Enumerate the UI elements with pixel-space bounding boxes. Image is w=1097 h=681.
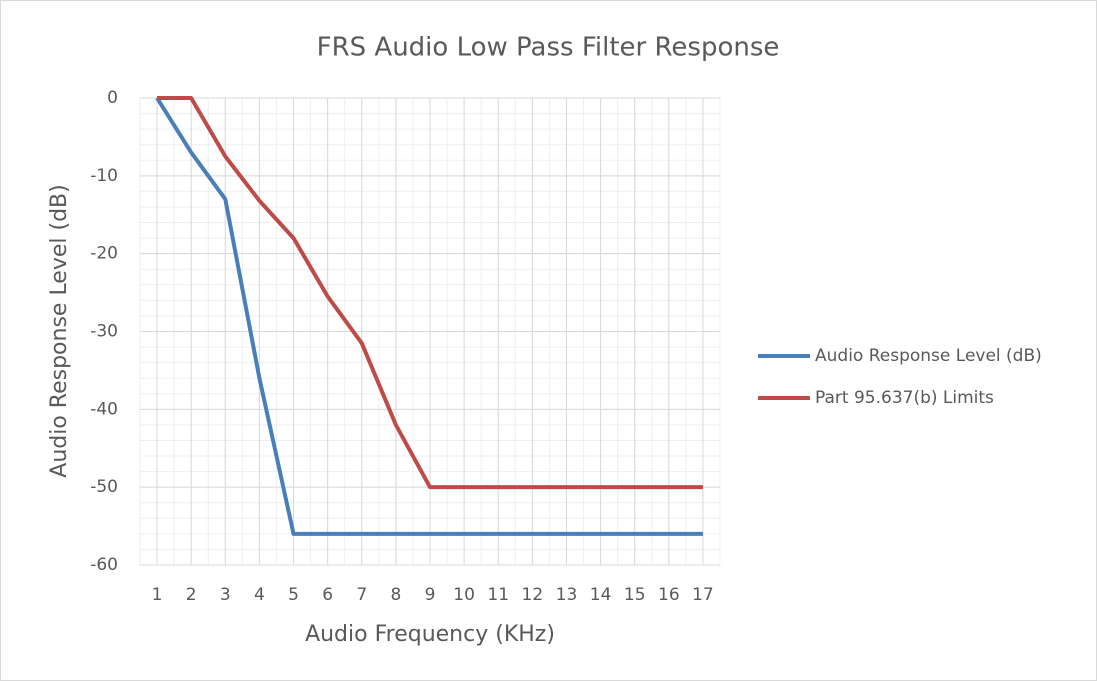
y-tick-label: -60: [90, 555, 118, 575]
y-tick-label: -50: [90, 477, 118, 497]
x-tick-label: 8: [390, 585, 401, 605]
y-tick-label: -30: [90, 322, 118, 342]
x-tick-label: 3: [220, 585, 231, 605]
legend-label: Audio Response Level (dB): [815, 346, 1042, 366]
x-tick-label: 7: [356, 585, 367, 605]
x-tick-label: 6: [322, 585, 333, 605]
y-tick-label: -40: [90, 399, 118, 419]
chart-title: FRS Audio Low Pass Filter Response: [317, 33, 780, 63]
x-tick-label: 10: [453, 585, 475, 605]
x-tick-label: 4: [254, 585, 265, 605]
x-tick-label: 5: [288, 585, 299, 605]
data-line: [155, 96, 703, 536]
y-tick-label: 0: [107, 88, 118, 108]
x-tick-label: 13: [556, 585, 578, 605]
x-tick-label: 12: [522, 585, 544, 605]
x-tick-label: 2: [186, 585, 197, 605]
x-tick-label: 9: [425, 585, 436, 605]
y-axis-label: Audio Response Level (dB): [47, 184, 72, 477]
x-tick-label: 15: [624, 585, 646, 605]
x-tick-label: 11: [487, 585, 509, 605]
x-tick-label: 14: [590, 585, 612, 605]
legend-label: Part 95.637(b) Limits: [815, 388, 994, 408]
y-tick-label: -10: [90, 166, 118, 186]
x-tick-label: 16: [658, 585, 680, 605]
x-tick-label: 17: [692, 585, 714, 605]
y-tick-label: -20: [90, 244, 118, 264]
x-tick-label: 1: [152, 585, 163, 605]
data-line: [157, 96, 703, 490]
x-axis-label: Audio Frequency (KHz): [305, 622, 555, 647]
